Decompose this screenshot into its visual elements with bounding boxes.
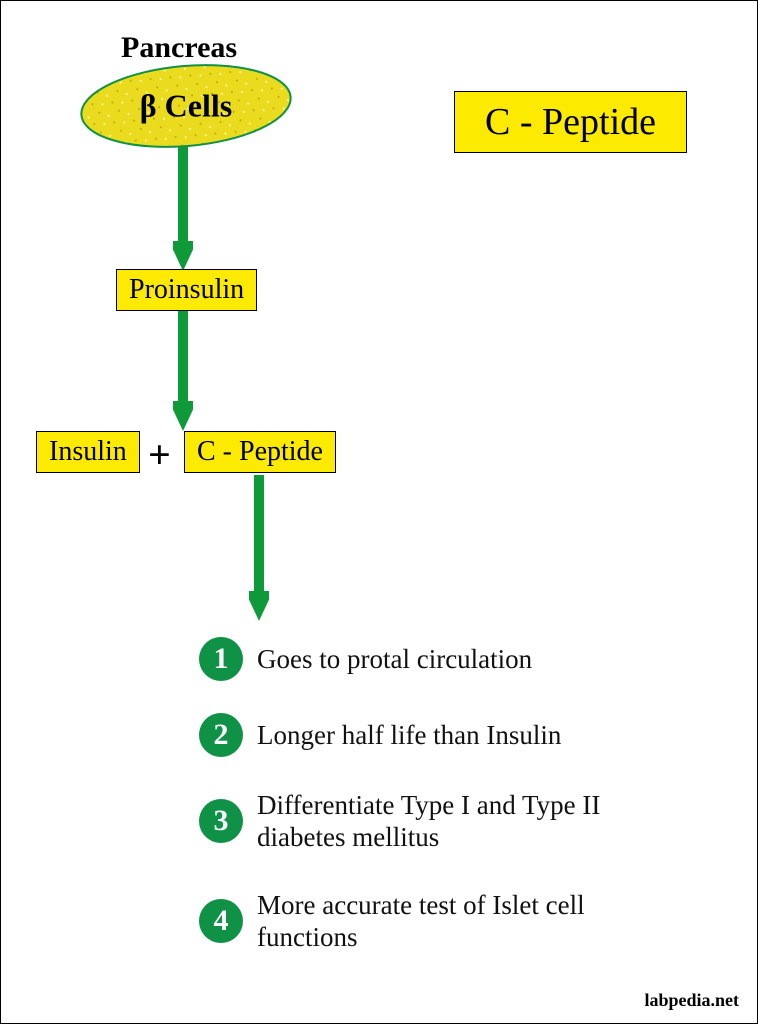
arrow-2: [173, 311, 193, 431]
list-item-1: 1 Goes to protal circulation: [199, 637, 532, 681]
beta-cells-node: β Cells: [76, 61, 296, 151]
watermark: labpedia.net: [644, 990, 739, 1011]
arrow-3: [249, 475, 269, 621]
list-item-3: 3 Differentiate Type I and Type II diabe…: [199, 789, 677, 854]
proinsulin-box: Proinsulin: [116, 269, 257, 311]
plus-sign: +: [148, 431, 171, 478]
list-text-1: Goes to protal circulation: [257, 643, 532, 675]
num-circle-1: 1: [199, 637, 243, 681]
list-item-4: 4 More accurate test of Islet cell funct…: [199, 889, 677, 954]
num-circle-3: 3: [199, 799, 243, 843]
list-text-3: Differentiate Type I and Type II diabete…: [257, 789, 677, 854]
pancreas-title: Pancreas: [121, 31, 237, 65]
insulin-box: Insulin: [36, 431, 140, 473]
beta-cells-label: β Cells: [140, 88, 232, 125]
list-item-2: 2 Longer half life than Insulin: [199, 713, 561, 757]
arrow-1: [173, 147, 193, 271]
cpeptide-box: C - Peptide: [184, 431, 336, 473]
title-box: C - Peptide: [454, 91, 687, 153]
num-circle-4: 4: [199, 899, 243, 943]
num-circle-2: 2: [199, 713, 243, 757]
list-text-4: More accurate test of Islet cell functio…: [257, 889, 677, 954]
list-text-2: Longer half life than Insulin: [257, 719, 561, 751]
